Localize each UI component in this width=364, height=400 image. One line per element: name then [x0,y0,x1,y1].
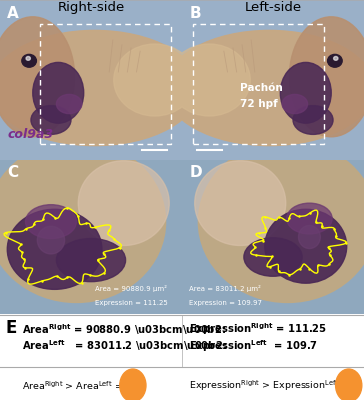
Ellipse shape [78,161,169,246]
Text: Expression$^{\mathregular{Left}}$  = 109.7: Expression$^{\mathregular{Left}}$ = 109.… [189,338,318,354]
Ellipse shape [298,226,320,248]
Text: Left-side: Left-side [245,1,301,14]
Text: Expression$^{\mathregular{Right}}$ = 111.25: Expression$^{\mathregular{Right}}$ = 111… [189,322,327,337]
Text: Pachón: Pachón [240,83,283,93]
Ellipse shape [198,141,364,302]
Ellipse shape [265,209,347,283]
Text: A: A [7,6,19,21]
Ellipse shape [336,369,362,400]
Ellipse shape [37,226,65,254]
Ellipse shape [56,238,126,282]
Text: Right-side: Right-side [58,1,124,14]
Text: col9a3: col9a3 [7,128,54,141]
Text: Expression$^{\mathregular{Right}}$ > Expression$^{\mathregular{Left}}$ =: Expression$^{\mathregular{Right}}$ > Exp… [189,378,350,393]
Text: D: D [189,165,202,180]
Ellipse shape [120,369,146,400]
Ellipse shape [33,62,84,123]
Ellipse shape [0,141,166,302]
Text: Area = 83011.2 μm²: Area = 83011.2 μm² [189,286,261,292]
Ellipse shape [0,17,75,137]
Ellipse shape [244,238,302,276]
Ellipse shape [165,30,364,146]
Text: Expression = 109.97: Expression = 109.97 [189,300,262,306]
Text: B: B [189,6,201,21]
Ellipse shape [169,44,250,116]
Ellipse shape [114,44,196,116]
Ellipse shape [282,94,308,114]
Ellipse shape [287,203,332,234]
Ellipse shape [25,205,76,238]
Ellipse shape [293,106,333,134]
Ellipse shape [56,94,82,114]
Bar [40,24,171,144]
Text: Area$^{\mathregular{Left}}$   = 83011.2 \u03bcm\u00b2:: Area$^{\mathregular{Left}}$ = 83011.2 \u… [22,338,227,353]
Ellipse shape [31,106,71,134]
Ellipse shape [0,30,199,146]
Text: 72 hpf: 72 hpf [240,99,278,109]
Ellipse shape [289,17,364,137]
Circle shape [22,54,36,67]
Text: Expression = 111.25: Expression = 111.25 [95,300,167,306]
Text: C: C [7,165,19,180]
Text: E: E [5,319,17,337]
Text: Area$^{\mathregular{Right}}$ > Area$^{\mathregular{Left}}$ =: Area$^{\mathregular{Right}}$ > Area$^{\m… [22,379,123,392]
Bar [193,24,324,144]
Ellipse shape [280,62,331,123]
Circle shape [26,56,31,60]
Ellipse shape [7,209,102,289]
Text: Area$^{\mathregular{Right}}$ = 90880.9 \u03bcm\u00b2:: Area$^{\mathregular{Right}}$ = 90880.9 \… [22,322,226,337]
Circle shape [333,56,338,60]
Ellipse shape [195,161,286,246]
Text: Area = 90880.9 μm²: Area = 90880.9 μm² [95,286,167,292]
Circle shape [328,54,342,67]
